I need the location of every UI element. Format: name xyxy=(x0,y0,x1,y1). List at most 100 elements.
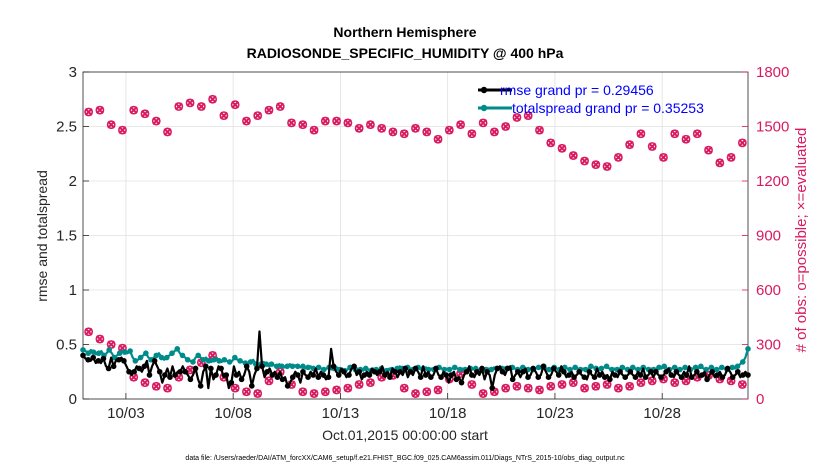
x-tick-label: 10/08 xyxy=(214,405,252,422)
rmse-point xyxy=(335,372,342,378)
totalspread-point xyxy=(572,364,579,371)
rmse-point xyxy=(586,368,593,375)
obs-evaluated-marker xyxy=(400,129,409,138)
obs-count-marker xyxy=(411,123,420,133)
totalspread-point xyxy=(698,363,704,370)
totalspread-point xyxy=(294,363,301,370)
obs-possible-marker xyxy=(140,109,150,119)
obs-evaluated-marker xyxy=(411,124,420,133)
obs-evaluated-marker xyxy=(682,376,690,385)
totalspread-point xyxy=(85,350,92,357)
rmse-point xyxy=(126,368,132,375)
obs-possible-marker xyxy=(377,123,387,133)
totalspread-point xyxy=(211,356,217,363)
rmse-point xyxy=(704,376,710,383)
obs-count-marker xyxy=(95,334,105,344)
obs-possible-marker xyxy=(591,381,601,391)
rmse-point xyxy=(392,368,398,375)
rmse-point xyxy=(141,363,148,370)
totalspread-point xyxy=(80,347,86,353)
obs-evaluated-marker xyxy=(591,382,600,391)
rmse-point xyxy=(310,372,316,378)
obs-count-marker xyxy=(343,383,353,393)
obs-evaluated-marker xyxy=(84,108,93,116)
rmse-point xyxy=(699,372,705,378)
obs-count-marker xyxy=(388,127,398,137)
rmse-point xyxy=(182,368,189,375)
obs-count-marker xyxy=(557,380,567,389)
obs-possible-marker xyxy=(737,380,747,389)
obs-possible-marker xyxy=(95,105,105,115)
rmse-point xyxy=(734,368,741,375)
obs-evaluated-marker xyxy=(141,378,149,387)
obs-evaluated-marker xyxy=(670,378,679,387)
obs-possible-marker xyxy=(726,152,736,162)
totalspread-point xyxy=(221,356,228,363)
rmse-point xyxy=(341,368,347,375)
obs-count-marker xyxy=(320,116,330,126)
totalspread-point xyxy=(127,348,133,354)
obs-count-marker xyxy=(219,111,229,120)
y2-tick-label: 900 xyxy=(756,228,781,245)
rmse-point xyxy=(218,365,224,372)
rmse-point xyxy=(151,358,158,364)
obs-possible-marker xyxy=(467,129,477,139)
rmse-point xyxy=(264,368,270,375)
obs-evaluated-marker xyxy=(355,380,364,389)
y-axis-left: 0 0.5 1 1.5 2 2.5 3 xyxy=(56,64,89,408)
obs-count-marker xyxy=(298,120,308,130)
obs-evaluated-marker xyxy=(321,387,330,396)
obs-evaluated-marker xyxy=(682,135,690,144)
obs-count-marker xyxy=(332,385,342,395)
obs-possible-marker xyxy=(140,378,150,388)
obs-count-marker xyxy=(512,113,522,122)
obs-possible-marker xyxy=(512,113,522,122)
x-tick-label: 10/23 xyxy=(536,405,574,422)
totalspread-point xyxy=(682,364,688,371)
obs-possible-marker xyxy=(546,381,556,391)
obs-evaluated-marker xyxy=(310,389,318,398)
obs-possible-marker xyxy=(332,116,342,126)
obs-count-marker xyxy=(726,152,736,162)
obs-count-marker xyxy=(230,383,240,393)
rmse-point xyxy=(433,365,439,372)
obs-possible-marker xyxy=(692,129,702,139)
obs-possible-marker xyxy=(501,122,511,131)
rmse-point xyxy=(678,374,685,381)
obs-possible-marker xyxy=(546,138,556,148)
obs-count-marker xyxy=(580,383,589,393)
obs-count-marker xyxy=(106,120,116,130)
rmse-point xyxy=(105,365,112,372)
chart-title: Northern Hemisphere xyxy=(333,24,476,40)
obs-count-marker xyxy=(501,383,511,393)
obs-count-marker xyxy=(636,378,646,388)
rmse-point xyxy=(197,383,204,389)
rmse-point xyxy=(714,372,721,378)
rmse-point xyxy=(525,374,531,381)
obs-count-marker xyxy=(332,116,342,126)
totalspread-point xyxy=(446,366,453,373)
totalspread-point xyxy=(321,366,327,373)
obs-count-marker xyxy=(95,105,105,115)
obs-possible-marker xyxy=(151,381,161,391)
rmse-point xyxy=(673,368,680,375)
totalspread-point xyxy=(661,363,668,370)
footnote: data file: /Users/raeder/DAI/ATM_forcXX/… xyxy=(185,455,625,462)
obs-evaluated-marker xyxy=(242,387,251,396)
rmse-point xyxy=(709,368,715,375)
totalspread-point xyxy=(237,358,243,364)
obs-possible-marker xyxy=(320,116,330,126)
obs-evaluated-marker xyxy=(253,389,262,398)
rmse-point xyxy=(658,374,664,381)
rmse-point xyxy=(95,358,102,364)
obs-possible-marker xyxy=(704,145,713,155)
obs-count-marker xyxy=(84,107,94,117)
obs-possible-marker xyxy=(535,385,544,395)
rmse-point xyxy=(515,368,521,375)
obs-possible-marker xyxy=(309,125,319,135)
line-series xyxy=(80,330,751,391)
obs-count-marker xyxy=(523,111,533,120)
y-axis-right: 0 300 600 900 1200 1500 1800 xyxy=(742,64,789,408)
